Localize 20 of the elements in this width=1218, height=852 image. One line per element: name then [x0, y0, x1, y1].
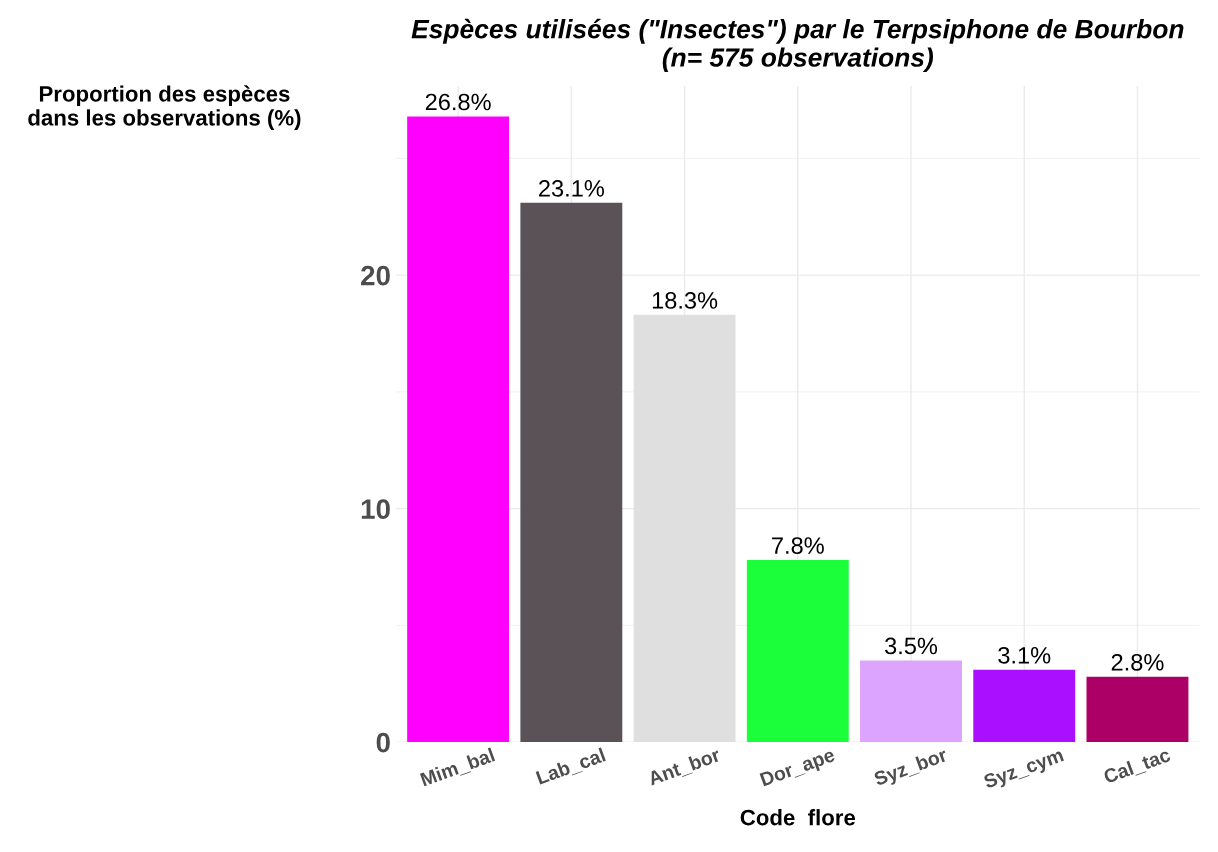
bar: [1086, 676, 1189, 743]
data-label: 3.1%: [998, 646, 1051, 664]
y-tick-label: 10: [361, 499, 390, 519]
data-label: 3.5%: [885, 637, 938, 655]
y-tick-label: 0: [376, 732, 390, 753]
x-tick-label: Cal_tac: [1102, 747, 1172, 786]
data-label: 18.3%: [652, 292, 718, 309]
bar: [860, 660, 962, 743]
x-axis-title: Code flore: [740, 809, 856, 826]
bar: [746, 559, 849, 743]
bar: [973, 669, 1076, 743]
y-tick-label: 20: [361, 265, 390, 286]
bar: [520, 202, 623, 743]
data-label: 2.8%: [1111, 653, 1164, 671]
bar: [407, 116, 510, 743]
y-axis-title: Proportion des espèces dans les observations (%): [28, 85, 301, 131]
chart-title: Espèces utilisées ("Insectes") par le Terpsiphone de Bourbon (n= 575 observations): [411, 18, 1184, 73]
data-label: 23.1%: [539, 180, 604, 197]
data-label: 7.8%: [772, 537, 824, 554]
data-label: 26.8%: [425, 93, 491, 111]
